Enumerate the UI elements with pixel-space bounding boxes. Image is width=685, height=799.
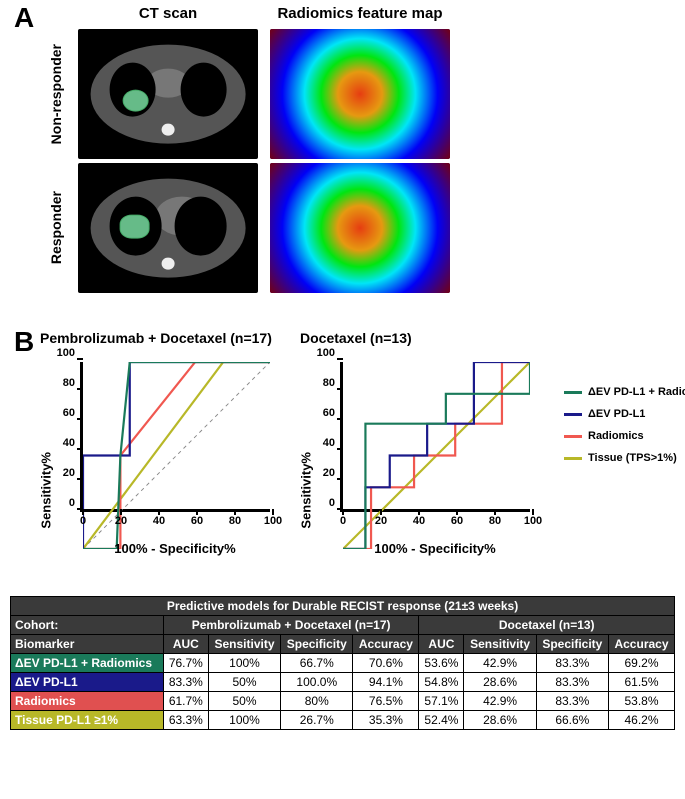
plot-left: 020406080100 020406080100: [80, 362, 270, 512]
biomarker-label: Biomarker: [11, 635, 164, 654]
legend-item: ΔEV PD-L1 + Radiomics: [564, 386, 685, 398]
metric: AUC: [419, 635, 464, 654]
table-cell: 63.3%: [163, 711, 208, 730]
cohort-label: Cohort:: [11, 616, 164, 635]
table-cell: 100%: [208, 711, 280, 730]
table-row: Radiomics61.7%50%80%76.5%57.1%42.9%83.3%…: [11, 692, 675, 711]
table-cell: 83.3%: [163, 673, 208, 692]
chart-right-title: Docetaxel (n=13): [300, 330, 540, 346]
chart-left-title: Pembrolizumab + Docetaxel (n=17): [40, 330, 280, 346]
table-row: ΔEV PD-L1 + Radiomics76.7%100%66.7%70.6%…: [11, 654, 675, 673]
roc-right: [343, 362, 530, 549]
chart-left: Pembrolizumab + Docetaxel (n=17) 0204060…: [40, 330, 280, 552]
radiomics-header: Radiomics feature map: [270, 5, 450, 25]
table-cell: 42.9%: [464, 654, 536, 673]
plot-right: 020406080100 020406080100: [340, 362, 530, 512]
metric: Specificity: [536, 635, 608, 654]
table-title: Predictive models for Durable RECIST res…: [11, 597, 675, 616]
table-cell: 100.0%: [281, 673, 353, 692]
table-cell: 53.8%: [608, 692, 674, 711]
metric: Sensitivity: [208, 635, 280, 654]
table-cell: 83.3%: [536, 673, 608, 692]
table-cell: 80%: [281, 692, 353, 711]
chart-right: Docetaxel (n=13) 020406080100 0204060801…: [300, 330, 540, 552]
panel-a: CT scan Radiomics feature map Non-respon…: [10, 5, 510, 293]
legend-item: ΔEV PD-L1: [564, 408, 685, 420]
table-cell: 66.6%: [536, 711, 608, 730]
table-cell: 83.3%: [536, 692, 608, 711]
table-cell: 28.6%: [464, 711, 536, 730]
ct-scan-header: CT scan: [78, 5, 258, 25]
table-cell: 53.6%: [419, 654, 464, 673]
radiomics-responder: [270, 163, 450, 293]
radiomics-nonresponder: [270, 29, 450, 159]
xlabel-right: 100% - Specificity%: [340, 541, 530, 556]
responder-label: Responder: [48, 191, 64, 264]
table-cell: 76.7%: [163, 654, 208, 673]
ct-nonresponder: [78, 29, 258, 159]
roc-left: [83, 362, 270, 549]
metric: Accuracy: [608, 635, 674, 654]
table-cell: 66.7%: [281, 654, 353, 673]
panel-b: Pembrolizumab + Docetaxel (n=17) 0204060…: [10, 330, 675, 552]
legend-item: Tissue (TPS>1%): [564, 452, 685, 464]
table-row: ΔEV PD-L183.3%50%100.0%94.1%54.8%28.6%83…: [11, 673, 675, 692]
table-cell: 69.2%: [608, 654, 674, 673]
table-cell: 50%: [208, 673, 280, 692]
legend: ΔEV PD-L1 + Radiomics ΔEV PD-L1 Radiomics T…: [564, 386, 685, 474]
ylabel-right: Sensitivity%: [299, 452, 314, 529]
cohort-2: Docetaxel (n=13): [419, 616, 675, 635]
table-cell: 52.4%: [419, 711, 464, 730]
nonresponder-label: Non-responder: [48, 44, 64, 144]
table-cell: 83.3%: [536, 654, 608, 673]
table-cell: 76.5%: [353, 692, 419, 711]
table-cell: 70.6%: [353, 654, 419, 673]
table-cell: 50%: [208, 692, 280, 711]
table-cell: 54.8%: [419, 673, 464, 692]
table-cell: 61.5%: [608, 673, 674, 692]
table-row: Tissue PD-L1 ≥1%63.3%100%26.7%35.3%52.4%…: [11, 711, 675, 730]
table-cell: 42.9%: [464, 692, 536, 711]
metric: Sensitivity: [464, 635, 536, 654]
table-cell: 35.3%: [353, 711, 419, 730]
table-cell: 100%: [208, 654, 280, 673]
table-cell: 61.7%: [163, 692, 208, 711]
metric: AUC: [163, 635, 208, 654]
table-cell: 26.7%: [281, 711, 353, 730]
results-table: Predictive models for Durable RECIST res…: [10, 596, 675, 730]
table-cell: 57.1%: [419, 692, 464, 711]
table-cell: 28.6%: [464, 673, 536, 692]
ylabel-left: Sensitivity%: [39, 452, 54, 529]
cohort-1: Pembrolizumab + Docetaxel (n=17): [163, 616, 419, 635]
metric: Specificity: [281, 635, 353, 654]
xlabel-left: 100% - Specificity%: [80, 541, 270, 556]
table-cell: 94.1%: [353, 673, 419, 692]
ct-responder: [78, 163, 258, 293]
legend-item: Radiomics: [564, 430, 685, 442]
metric: Accuracy: [353, 635, 419, 654]
table-cell: 46.2%: [608, 711, 674, 730]
